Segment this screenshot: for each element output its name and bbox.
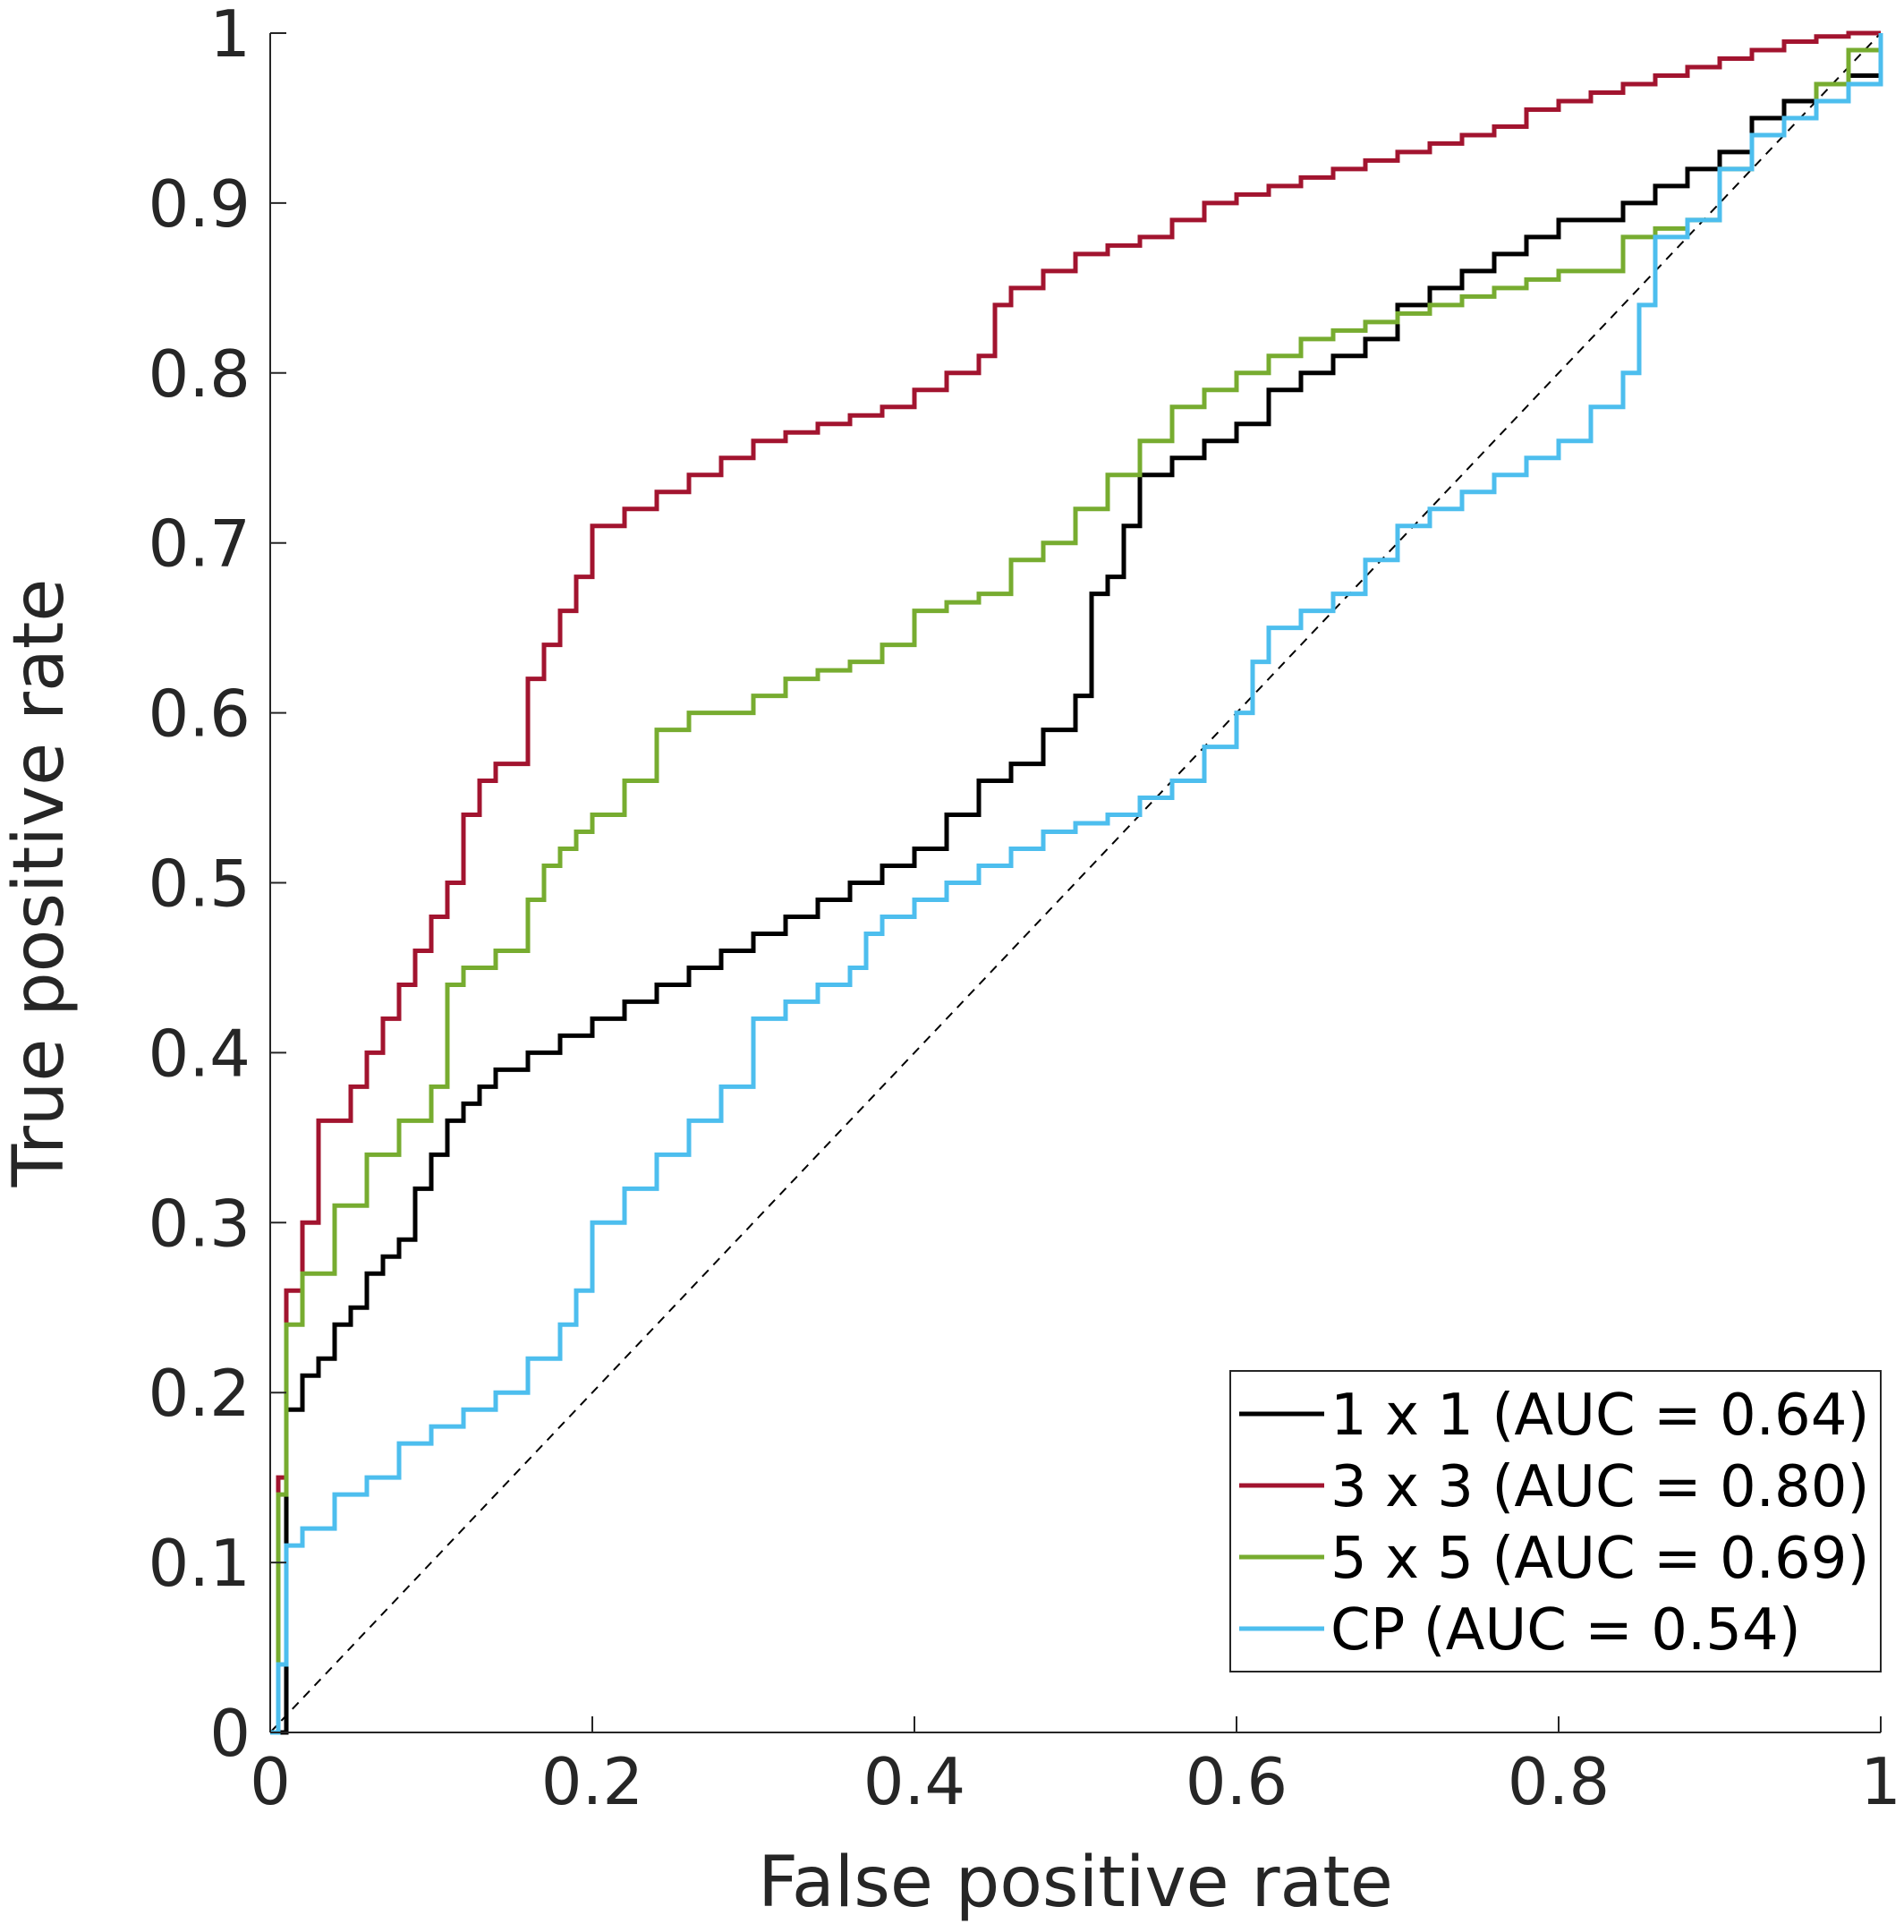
x-tick-label: 1 [1860, 1744, 1901, 1819]
series-layer [270, 30, 1883, 1735]
reference-layer [269, 32, 1882, 1733]
x-tick-label: 0.6 [1186, 1744, 1288, 1819]
y-tick-label: 0.3 [148, 1186, 251, 1261]
x-axis-title: False positive rate [758, 1843, 1393, 1923]
chance-diagonal-line [269, 32, 1882, 1733]
y-axis-title: True positive rate [0, 579, 80, 1188]
x-tick-label: 0 [250, 1744, 291, 1819]
ticks-layer: 0 0.2 0.4 0.6 0.8 1 0 0.1 0.2 0.3 0.4 0.5 0.6 0.7 0.8 0… [148, 0, 1900, 1819]
roc-curve-series-1 [270, 72, 1881, 1735]
legend-box [1229, 1370, 1882, 1672]
y-tick-label: 0.6 [148, 677, 251, 752]
roc-curve-series-4 [270, 33, 1883, 1735]
legend-label: 3 x 3 (AUC = 0.80) [1330, 1454, 1869, 1520]
y-tick-label: 0.4 [148, 1016, 251, 1091]
y-tick-label: 0.1 [148, 1526, 251, 1601]
y-tick-label: 0.9 [148, 166, 251, 242]
x-tick-label: 0.4 [863, 1744, 966, 1819]
y-tick-label: 0.8 [148, 336, 251, 412]
roc-curve-series-2 [270, 30, 1881, 1735]
legend-label: 5 x 5 (AUC = 0.69) [1330, 1526, 1869, 1592]
y-tick-label: 0.2 [148, 1356, 251, 1431]
x-tick-label: 0.2 [541, 1744, 644, 1819]
x-tick-label: 0.8 [1508, 1744, 1611, 1819]
y-tick-label: 0.5 [148, 847, 251, 922]
roc-curve-series-3 [270, 33, 1883, 1735]
y-tick-label: 0 [209, 1696, 251, 1771]
y-tick-label: 0.7 [148, 506, 251, 582]
legend: 1 x 1 (AUC = 0.64)3 x 3 (AUC = 0.80)5 x … [1229, 1370, 1882, 1672]
legend-label: CP (AUC = 0.54) [1330, 1597, 1801, 1664]
legend-label: 1 x 1 (AUC = 0.64) [1330, 1383, 1869, 1449]
y-tick-label: 1 [209, 0, 251, 72]
